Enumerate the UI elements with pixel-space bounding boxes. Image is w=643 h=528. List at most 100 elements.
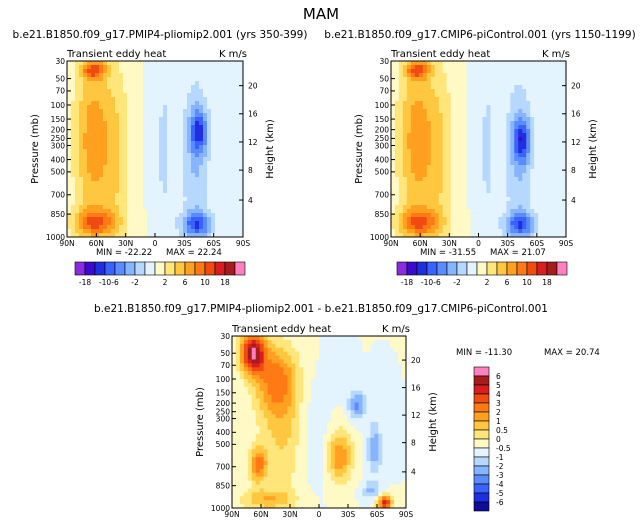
contour-cell	[175, 193, 180, 198]
contour-cell	[223, 193, 228, 198]
contour-cell	[231, 221, 236, 226]
contour-cell	[434, 181, 440, 186]
contour-cell	[299, 351, 304, 357]
contour-cell	[334, 339, 340, 345]
contour-cell	[514, 85, 519, 90]
contour-cell	[362, 398, 368, 404]
contour-cell	[542, 97, 547, 102]
contour-cell	[315, 375, 320, 380]
contour-cell	[195, 169, 200, 174]
contour-cell	[307, 410, 312, 415]
contour-cell	[283, 375, 288, 380]
contour-cell	[111, 165, 116, 170]
contour-cell	[159, 189, 164, 194]
contour-cell	[103, 233, 108, 237]
contour-cell	[135, 125, 140, 130]
contour-cell	[410, 201, 416, 206]
contour-cell	[115, 125, 120, 130]
contour-cell	[446, 141, 452, 146]
contour-cell	[239, 418, 245, 423]
contour-cell	[410, 97, 416, 102]
contour-cell	[231, 233, 236, 237]
contour-cell	[330, 343, 336, 349]
contour-cell	[227, 77, 232, 82]
contour-cell	[558, 149, 563, 154]
contour-cell	[414, 125, 420, 130]
contour-cell	[458, 141, 464, 146]
contour-cell	[510, 213, 515, 218]
contour-cell	[334, 398, 340, 404]
contour-cell	[83, 113, 88, 118]
contour-cell	[402, 169, 408, 174]
contour-cell	[99, 177, 104, 182]
contour-cell	[426, 125, 432, 130]
contour-cell	[438, 137, 444, 142]
contour-cell	[79, 193, 84, 198]
contour-cell	[398, 89, 404, 94]
contour-cell	[111, 65, 116, 70]
contour-cell	[83, 157, 88, 162]
contour-cell	[374, 336, 379, 341]
contour-cell	[143, 197, 148, 202]
contour-cell	[546, 121, 551, 126]
contour-cell	[546, 93, 551, 98]
contour-cell	[67, 77, 72, 82]
contour-fill	[391, 61, 566, 237]
contour-cell	[95, 161, 100, 166]
contour-cell	[91, 181, 96, 186]
contour-cell	[390, 410, 395, 415]
contour-cell	[275, 418, 281, 423]
contour-cell	[151, 233, 156, 237]
contour-cell	[211, 225, 216, 230]
contour-cell	[490, 61, 496, 66]
contour-cell	[79, 89, 84, 94]
contour-cell	[259, 367, 265, 372]
contour-cell	[199, 169, 204, 174]
contour-cell	[430, 97, 436, 102]
contour-cell	[199, 97, 204, 102]
contour-cell	[438, 101, 444, 106]
contour-cell	[394, 185, 400, 190]
contour-cell	[486, 61, 492, 66]
contour-cell	[199, 81, 204, 86]
contour-cell	[446, 221, 452, 226]
contour-cell	[175, 113, 180, 118]
contour-cell	[135, 141, 140, 146]
contour-cell	[135, 189, 140, 194]
contour-cell	[235, 73, 240, 78]
contour-cell	[91, 85, 96, 90]
contour-cell	[470, 181, 476, 186]
contour-cell	[71, 97, 76, 102]
contour-cell	[550, 89, 555, 94]
contour-cell	[71, 193, 76, 198]
contour-cell	[510, 233, 515, 237]
contour-cell	[334, 367, 340, 372]
contour-cell	[115, 161, 120, 166]
contour-cell	[191, 85, 196, 90]
contour-cell	[151, 217, 156, 222]
contour-cell	[207, 141, 212, 146]
contour-cell	[330, 410, 336, 415]
contour-cell	[394, 197, 400, 202]
contour-cell	[410, 189, 416, 194]
contour-cell	[442, 165, 448, 170]
contour-cell	[514, 169, 519, 174]
contour-cell	[410, 225, 416, 230]
contour-cell	[362, 382, 368, 388]
contour-cell	[135, 185, 140, 190]
contour-cell	[510, 201, 515, 206]
contour-cell	[502, 177, 507, 182]
contour-cell	[338, 359, 344, 364]
contour-cell	[199, 69, 204, 74]
contour-cell	[83, 149, 88, 154]
contour-cell	[151, 229, 156, 234]
contour-cell	[394, 209, 400, 214]
contour-cell	[446, 209, 452, 214]
contour-cell	[390, 343, 395, 349]
contour-cell	[115, 225, 120, 230]
contour-cell	[550, 169, 555, 174]
contour-cell	[215, 213, 220, 218]
contour-cell	[494, 133, 499, 138]
contour-cell	[438, 153, 444, 158]
contour-cell	[167, 109, 172, 114]
